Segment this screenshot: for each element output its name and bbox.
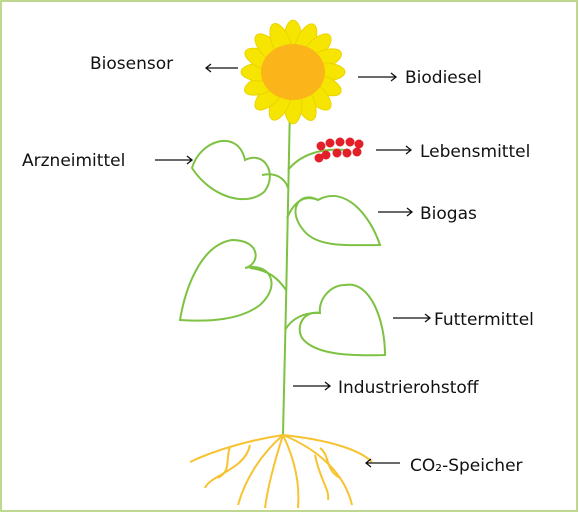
diagram: Biosensor Biodiesel Arzneimittel Lebensm… xyxy=(0,0,579,513)
label: Biogas xyxy=(420,204,477,224)
label: CO₂-Speicher xyxy=(410,456,523,476)
label: Biosensor xyxy=(90,54,173,74)
label: Biodiesel xyxy=(405,68,482,88)
label: Futtermittel xyxy=(434,310,534,330)
label: Arzneimittel xyxy=(22,151,125,171)
label: Lebensmittel xyxy=(420,142,530,162)
label: Industrierohstoff xyxy=(338,378,480,398)
